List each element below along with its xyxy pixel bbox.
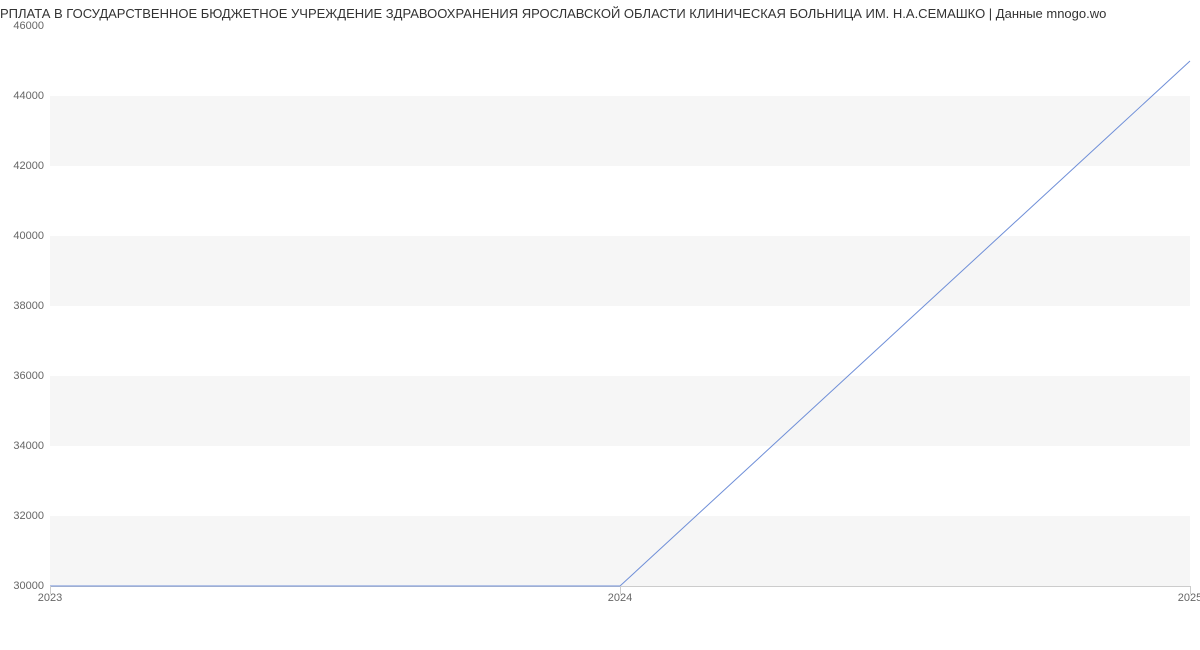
y-tick-label: 40000 bbox=[0, 230, 44, 242]
y-tick-label: 36000 bbox=[0, 370, 44, 382]
y-tick-label: 42000 bbox=[0, 160, 44, 172]
x-tick-label: 2024 bbox=[608, 592, 632, 604]
y-tick-label: 46000 bbox=[0, 20, 44, 32]
chart-container: РПЛАТА В ГОСУДАРСТВЕННОЕ БЮДЖЕТНОЕ УЧРЕЖ… bbox=[0, 0, 1200, 650]
x-tick-label: 2023 bbox=[38, 592, 62, 604]
series-line bbox=[50, 61, 1190, 586]
chart-wrap: 30000 32000 34000 36000 38000 40000 42000 44000… bbox=[0, 26, 1200, 636]
y-tick-label: 44000 bbox=[0, 90, 44, 102]
y-tick-label: 38000 bbox=[0, 300, 44, 312]
y-tick-label: 32000 bbox=[0, 510, 44, 522]
y-tick-label: 34000 bbox=[0, 440, 44, 452]
line-layer bbox=[50, 26, 1190, 586]
chart-title: РПЛАТА В ГОСУДАРСТВЕННОЕ БЮДЖЕТНОЕ УЧРЕЖ… bbox=[0, 6, 1200, 21]
y-tick-label: 30000 bbox=[0, 580, 44, 592]
x-tick-label: 2025 bbox=[1178, 592, 1200, 604]
plot-area: 3000032000340003600038000400004200044000… bbox=[50, 26, 1190, 587]
